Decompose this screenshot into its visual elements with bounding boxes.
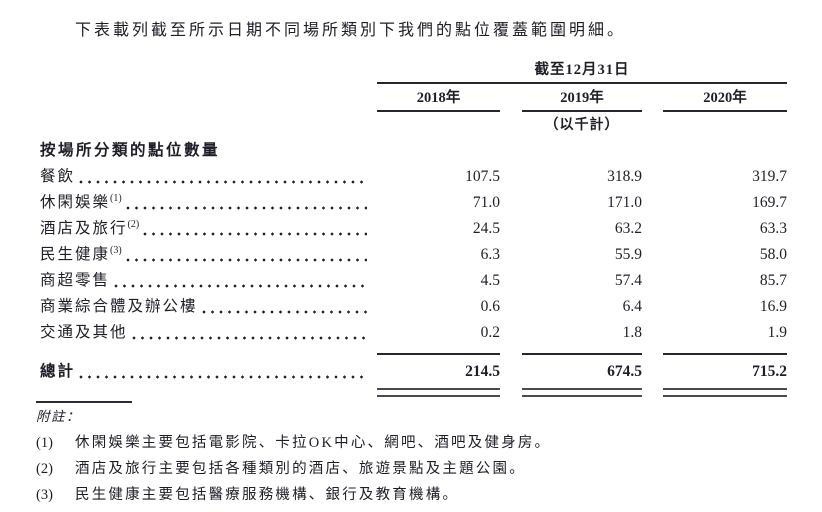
table-rows: 餐飲 107.5 318.9 319.7 休閑娛樂 (1) 71.0 171.0 …: [40, 164, 787, 346]
leader-dots: [200, 309, 367, 315]
table-row: 商業綜合體及辦公樓 0.6 6.4 16.9: [40, 294, 787, 320]
value-2018: 6.3: [480, 246, 500, 263]
value-2020: 85.7: [759, 272, 787, 289]
double-rule: [522, 388, 642, 397]
unit-note: （以千計）: [544, 118, 620, 133]
footnote-item: (2) 酒店及旅行主要包括各種類別的酒店、旅遊景點及主題公園。: [36, 460, 756, 478]
venue-coverage-table: 截至12月31日 2018年 2019年 2020年 （以千計） 按場所分類的點…: [40, 60, 787, 397]
date-span-header: 截至12月31日: [377, 60, 787, 84]
year-columns-row: 2018年 2019年 2020年: [377, 89, 787, 112]
value-2019: 6.4: [622, 298, 642, 315]
value-2018: 107.5: [465, 168, 500, 185]
value-2019: 1.8: [622, 324, 642, 341]
footnote-text: 民生健康主要包括醫療服務機構、銀行及教育機構。: [75, 487, 460, 503]
row-label: 交通及其他: [40, 324, 128, 341]
year-column-2020: 2020年: [663, 89, 787, 112]
row-footnote-superscript: (2): [127, 219, 140, 230]
value-2018: 0.6: [480, 298, 500, 315]
leader-dots: [130, 335, 367, 341]
footnotes-divider: [36, 401, 132, 403]
value-2020: 58.0: [759, 246, 787, 263]
double-rule: [377, 388, 500, 397]
leader-dots: [113, 283, 367, 289]
unit-note-row: （以千計）: [377, 115, 787, 136]
footnote-item: (1) 休閑娛樂主要包括電影院、卡拉OK中心、網吧、酒吧及健身房。: [36, 434, 756, 452]
leader-dots: [124, 257, 367, 263]
leader-dots: [142, 231, 367, 237]
value-2018: 0.2: [480, 324, 500, 341]
value-2019: 57.4: [614, 272, 642, 289]
year-column-2018: 2018年: [377, 89, 500, 112]
total-row: 總計 214.5 674.5 715.2: [40, 353, 787, 385]
footnote-item: (3) 民生健康主要包括醫療服務機構、銀行及教育機構。: [36, 486, 756, 504]
value-2019: 318.9: [607, 168, 642, 185]
row-footnote-superscript: (3): [110, 245, 122, 256]
value-2020: 169.7: [752, 194, 787, 211]
footnote-text: 酒店及旅行主要包括各種類別的酒店、旅遊景點及主題公園。: [75, 461, 526, 477]
footnote-number: (3): [36, 487, 53, 503]
total-value-2018: 214.5: [377, 353, 500, 385]
table-row: 交通及其他 0.2 1.8 1.9: [40, 320, 787, 346]
value-2018: 4.5: [480, 272, 500, 289]
footnote-text: 休閑娛樂主要包括電影院、卡拉OK中心、網吧、酒吧及健身房。: [75, 435, 552, 451]
table-row: 餐飲 107.5 318.9 319.7: [40, 164, 787, 190]
year-column-2019: 2019年: [522, 89, 642, 112]
section-header: 按場所分類的點位數量: [40, 142, 221, 159]
table-row: 民生健康 (3) 6.3 55.9 58.0: [40, 242, 787, 268]
double-rule-row: [40, 388, 787, 397]
value-2019: 63.2: [614, 220, 642, 237]
table-row: 酒店及旅行 (2) 24.5 63.2 63.3: [40, 216, 787, 242]
table-row: 商超零售 4.5 57.4 85.7: [40, 268, 787, 294]
leader-dots: [124, 205, 367, 211]
total-value-2020: 715.2: [663, 353, 787, 385]
value-2020: 16.9: [759, 298, 787, 315]
row-label: 酒店及旅行: [40, 220, 128, 237]
row-label: 商超零售: [40, 272, 111, 289]
row-footnote-superscript: (1): [110, 193, 122, 204]
footnotes-list: (1) 休閑娛樂主要包括電影院、卡拉OK中心、網吧、酒吧及健身房。 (2) 酒店…: [36, 434, 756, 504]
value-2018: 24.5: [472, 220, 500, 237]
table-row: 休閑娛樂 (1) 71.0 171.0 169.7: [40, 190, 787, 216]
value-2019: 171.0: [607, 194, 642, 211]
value-2018: 71.0: [472, 194, 500, 211]
value-2020: 1.9: [767, 324, 787, 341]
leader-dots: [78, 179, 367, 185]
row-label: 休閑娛樂: [40, 194, 111, 211]
footnote-number: (1): [36, 435, 53, 451]
footnotes-title: 附註：: [36, 409, 81, 424]
leader-dots: [78, 374, 367, 380]
footnotes-section: 附註： (1) 休閑娛樂主要包括電影院、卡拉OK中心、網吧、酒吧及健身房。 (2…: [36, 401, 756, 504]
value-2020: 63.3: [759, 220, 787, 237]
row-label: 民生健康: [40, 246, 111, 263]
footnote-number: (2): [36, 461, 53, 477]
row-label: 商業綜合體及辦公樓: [40, 298, 198, 315]
total-label: 總計: [40, 363, 76, 380]
total-value-2019: 674.5: [522, 353, 642, 385]
table-header-region: 截至12月31日 2018年 2019年 2020年 （以千計）: [377, 60, 787, 136]
value-2019: 55.9: [614, 246, 642, 263]
value-2020: 319.7: [752, 168, 787, 185]
row-label: 餐飲: [40, 168, 76, 185]
double-rule: [663, 388, 787, 397]
intro-paragraph: 下表載列截至所示日期不同場所類別下我們的點位覆蓋範圍明細。: [75, 22, 627, 39]
